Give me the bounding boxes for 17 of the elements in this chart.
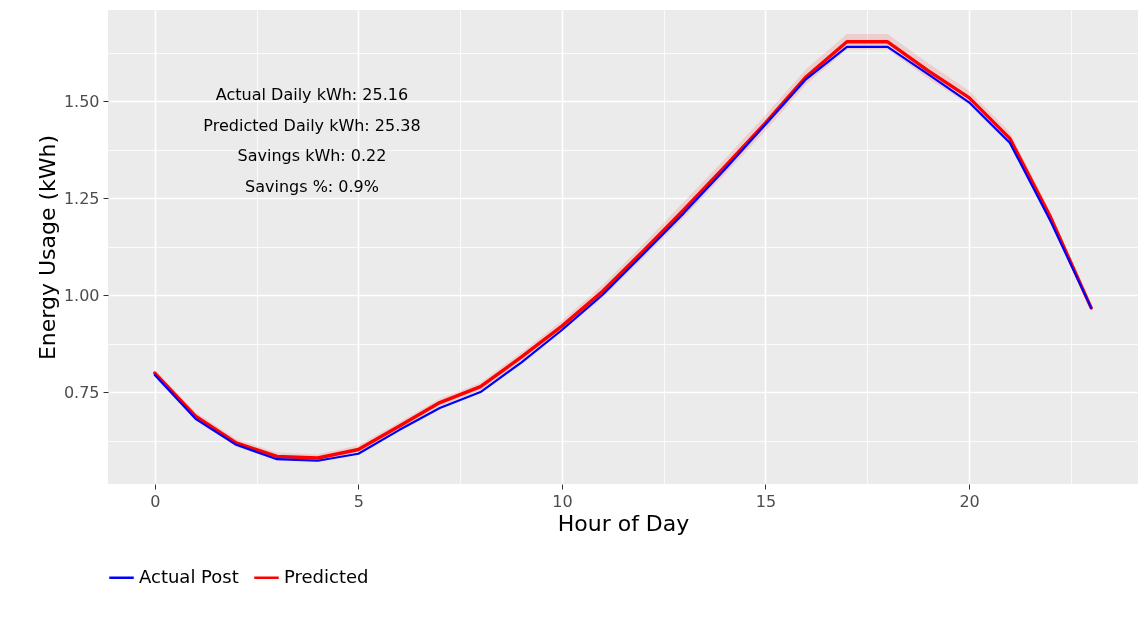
y-axis-title: Energy Usage (kWh) — [34, 134, 60, 361]
x-tick-label: 10 — [552, 491, 573, 511]
y-tick-label: 1.00 — [63, 285, 100, 305]
annotation: Savings kWh: 0.22 — [237, 146, 387, 165]
x-tick-label: 0 — [150, 491, 161, 511]
annotation: Savings %: 0.9% — [245, 176, 379, 196]
x-tick-label: 15 — [755, 491, 777, 511]
x-tick-label: 20 — [959, 491, 980, 511]
legend-label: Predicted — [284, 565, 369, 587]
y-tick-label: 1.50 — [63, 91, 100, 111]
annotation: Actual Daily kWh: 25.16 — [215, 85, 409, 104]
y-tick-label: 1.25 — [63, 188, 100, 208]
y-tick-label: 0.75 — [63, 382, 100, 402]
x-tick-label: 5 — [353, 491, 364, 511]
annotation: Predicted Daily kWh: 25.38 — [203, 115, 421, 135]
legend-label: Actual Post — [139, 565, 239, 587]
x-axis-title: Hour of Day — [557, 510, 690, 536]
